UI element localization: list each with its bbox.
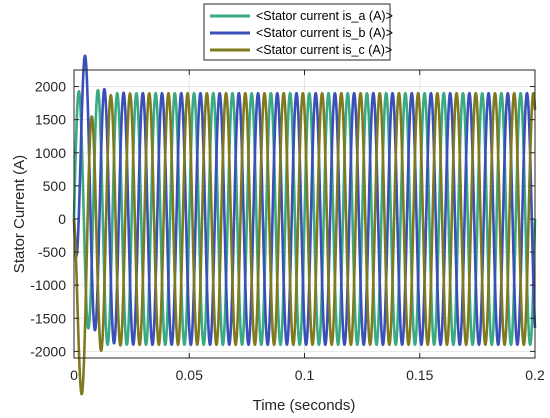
y-tick-label-0: -2000: [30, 343, 66, 359]
x-tick-label-1: 0.05: [176, 367, 203, 383]
y-tick-label-7: 1500: [35, 112, 66, 128]
legend-label-is-b: <Stator current is_b (A)>: [256, 26, 393, 40]
y-tick-label-1: -1500: [30, 310, 66, 326]
axes: [73, 69, 536, 359]
y-axis-label: Stator Current (A): [11, 155, 28, 273]
series-line-is-c: [72, 91, 537, 396]
series-line-is-a: [72, 88, 537, 347]
y-tick-label-4: 0: [58, 211, 66, 227]
y-tick-label-6: 1000: [35, 145, 66, 161]
x-tick-label-4: 0.2: [525, 367, 545, 383]
x-tick-label-2: 0.1: [295, 367, 315, 383]
y-tick-label-2: -1000: [30, 277, 66, 293]
y-tick-label-8: 2000: [35, 79, 66, 95]
series-line-is-b: [72, 54, 537, 347]
y-tick-label-5: 500: [43, 178, 67, 194]
legend: <Stator current is_a (A)> <Stator curren…: [203, 3, 393, 61]
legend-label-is-c: <Stator current is_c (A)>: [256, 43, 392, 57]
tick-labels: 0 0.05 0.1 0.15 0.2 -2000 -1500 -1000 -500 0 500 10…: [30, 79, 545, 383]
x-axis-label: Time (seconds): [253, 397, 356, 414]
x-tick-label-0: 0: [70, 367, 78, 383]
y-tick-label-3: -500: [38, 244, 66, 260]
x-tick-label-3: 0.15: [406, 367, 433, 383]
legend-label-is-a: <Stator current is_a (A)>: [256, 9, 393, 23]
series-lines: [72, 54, 537, 396]
